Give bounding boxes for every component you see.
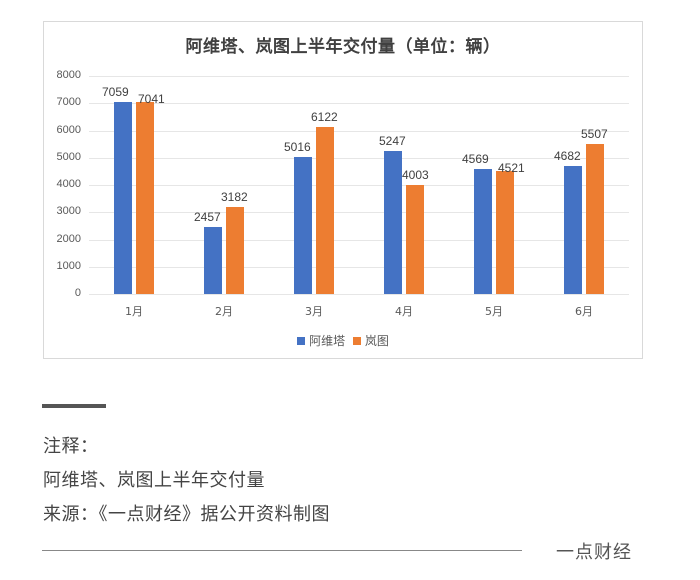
x-axis-tick: 3月 (305, 305, 323, 318)
legend-label: 岚图 (364, 334, 389, 348)
data-label: 5016 (284, 140, 311, 155)
bar-avatr (294, 157, 312, 294)
legend-item-avatr: 阿维塔 (297, 332, 345, 349)
legend-swatch-icon (297, 336, 306, 345)
gridline (89, 130, 629, 132)
gridline (89, 157, 629, 159)
legend-label: 阿维塔 (309, 334, 346, 348)
gridline (89, 185, 629, 186)
x-axis-tick: 4月 (395, 305, 413, 318)
brand-name: 一点财经 (556, 542, 632, 563)
data-label: 3182 (221, 190, 248, 205)
data-label: 7059 (102, 84, 129, 99)
y-axis-tick: 6000 (56, 123, 81, 136)
y-axis-tick: 2000 (56, 232, 81, 245)
data-label: 4521 (498, 160, 525, 175)
y-axis-tick: 1000 (56, 259, 81, 272)
chart-legend: 阿维塔 岚图 (44, 332, 642, 349)
data-label: 5507 (581, 126, 608, 141)
data-label: 6122 (311, 110, 338, 125)
footer-divider (42, 550, 522, 551)
bar-voyah (316, 127, 334, 294)
bar-avatr (384, 151, 402, 294)
y-axis-tick: 7000 (56, 96, 81, 109)
gridline (89, 239, 629, 241)
chart-container: 阿维塔、岚图上半年交付量（单位：辆） 0 1000 2000 3000 4000 5000… (43, 21, 643, 359)
bar-avatr (114, 101, 132, 294)
data-label: 2457 (194, 210, 221, 225)
x-axis-tick: 1月 (125, 305, 143, 318)
gridline (89, 212, 629, 214)
bar-voyah (586, 143, 604, 294)
data-label: 7041 (138, 92, 165, 107)
plot-area: 0 1000 2000 3000 4000 5000 6000 7000 8000 1月 7059 7… (44, 22, 644, 360)
bar-voyah (226, 207, 244, 294)
bar-avatr (474, 169, 492, 294)
legend-item-voyah: 岚图 (352, 332, 389, 349)
gridline (89, 266, 629, 268)
data-label: 4003 (402, 167, 429, 182)
x-axis-tick: 2月 (215, 305, 233, 318)
gridline (89, 294, 629, 295)
note-source: 来源：《一点财经》据公开资料制图 (43, 504, 330, 525)
data-label: 5247 (379, 134, 406, 149)
section-divider (42, 404, 106, 408)
y-axis-tick: 4000 (56, 178, 81, 190)
y-axis-tick: 0 (74, 287, 81, 299)
data-label: 4682 (554, 149, 581, 164)
gridline (89, 76, 629, 77)
note-description: 阿维塔、岚图上半年交付量 (43, 470, 265, 491)
x-axis-tick: 5月 (485, 305, 503, 318)
bar-voyah (496, 170, 514, 294)
bar-voyah (136, 102, 154, 294)
y-axis-tick: 5000 (56, 150, 81, 163)
note-heading: 注释： (43, 436, 99, 457)
y-axis-tick: 3000 (56, 205, 81, 218)
legend-swatch-icon (352, 336, 361, 345)
x-axis-tick: 6月 (575, 305, 593, 318)
y-axis-tick: 8000 (56, 69, 81, 81)
data-label: 4569 (462, 152, 489, 167)
bar-voyah (406, 184, 424, 294)
chart-title: 阿维塔、岚图上半年交付量（单位：辆） (185, 37, 501, 57)
bar-avatr (564, 166, 582, 294)
bar-avatr (204, 227, 222, 294)
gridline (89, 103, 629, 105)
